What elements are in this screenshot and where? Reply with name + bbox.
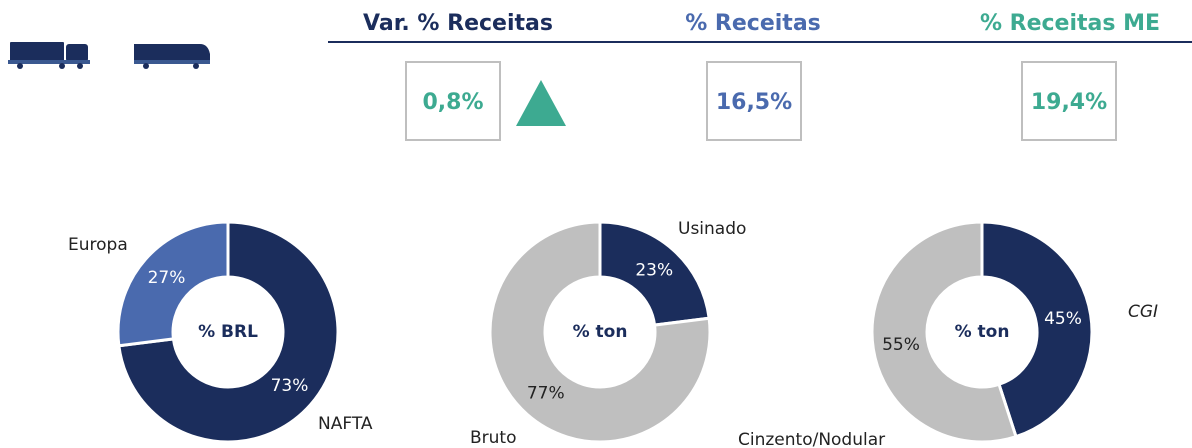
donut-slice <box>598 220 711 327</box>
trend-up-icon <box>516 80 566 126</box>
donut-slice <box>870 220 1018 444</box>
category-label: NAFTA <box>318 414 373 434</box>
slice-label: 23% <box>635 260 673 280</box>
kpi-box <box>706 61 802 141</box>
kpi-box <box>1021 61 1117 141</box>
center-label: % BRL <box>198 322 258 342</box>
slice-label: 77% <box>527 384 565 404</box>
category-label: Usinado <box>678 219 746 239</box>
category-label: Bruto <box>470 428 517 448</box>
kpi-value: 19,4% <box>1031 90 1107 115</box>
donut-slice <box>980 220 1094 439</box>
kpi-box <box>405 61 501 141</box>
center-label: % ton <box>573 322 628 342</box>
kpi-value: 16,5% <box>716 90 792 115</box>
donut-slice <box>488 220 712 444</box>
donut-slice <box>116 220 230 348</box>
donut-slice <box>117 220 340 444</box>
bus-icon <box>134 44 210 69</box>
kpi-title: % Receitas <box>685 11 821 36</box>
center-label: % ton <box>955 322 1010 342</box>
slice-label: 55% <box>882 335 920 355</box>
kpi-title: Var. % Receitas <box>363 11 553 36</box>
truck-icon <box>8 42 90 69</box>
category-label: CGI <box>1128 302 1158 322</box>
category-label: Europa <box>68 235 128 255</box>
slice-label: 73% <box>271 376 309 396</box>
category-label: Cinzento/Nodular <box>738 430 885 448</box>
slice-label: 45% <box>1044 309 1082 329</box>
kpi-title: % Receitas ME <box>980 11 1160 36</box>
kpi-value: 0,8% <box>422 90 483 115</box>
slice-label: 27% <box>148 268 186 288</box>
